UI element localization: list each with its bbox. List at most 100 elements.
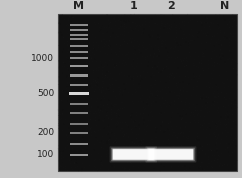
Point — [103, 45, 107, 48]
Point — [137, 62, 141, 64]
Point — [191, 42, 195, 45]
Point — [142, 138, 146, 141]
Point — [151, 33, 155, 36]
Point — [188, 51, 192, 53]
Point — [89, 128, 93, 131]
Point — [76, 67, 80, 70]
Point — [182, 169, 186, 172]
Point — [82, 43, 86, 46]
Point — [159, 154, 162, 157]
Point — [121, 163, 124, 166]
Point — [110, 48, 113, 51]
Point — [121, 121, 125, 124]
Point — [106, 106, 110, 109]
Point — [72, 29, 76, 32]
Point — [225, 37, 229, 40]
Point — [178, 158, 182, 161]
Point — [147, 165, 151, 168]
Point — [132, 13, 136, 16]
Point — [200, 161, 204, 164]
Point — [80, 48, 84, 51]
Point — [164, 126, 168, 129]
Point — [228, 112, 232, 115]
Point — [161, 42, 165, 45]
Point — [206, 152, 210, 155]
Point — [94, 116, 98, 119]
Point — [75, 132, 79, 135]
Point — [228, 97, 232, 100]
Point — [226, 104, 230, 107]
Point — [130, 36, 134, 39]
Point — [219, 32, 223, 35]
Point — [233, 167, 237, 170]
Point — [166, 122, 170, 125]
Point — [145, 149, 149, 151]
Point — [173, 100, 177, 102]
Point — [134, 53, 138, 56]
Point — [104, 155, 108, 158]
Point — [114, 163, 118, 166]
Point — [114, 122, 118, 125]
Point — [227, 116, 231, 119]
Point — [176, 112, 180, 115]
Point — [177, 125, 181, 128]
Point — [65, 141, 69, 144]
Point — [131, 28, 135, 31]
Point — [144, 125, 148, 128]
Point — [204, 61, 208, 63]
Point — [200, 109, 204, 112]
Point — [215, 125, 219, 128]
Point — [227, 165, 231, 168]
Point — [150, 38, 154, 41]
Point — [80, 134, 84, 137]
Point — [59, 164, 63, 167]
Point — [187, 101, 191, 104]
Point — [158, 157, 162, 160]
Point — [73, 43, 77, 46]
Point — [158, 165, 162, 168]
Point — [157, 44, 161, 47]
Point — [67, 84, 71, 87]
Point — [195, 112, 199, 114]
Point — [91, 117, 94, 120]
Point — [184, 126, 188, 129]
Point — [154, 136, 158, 138]
Point — [104, 61, 108, 64]
Point — [184, 45, 188, 48]
Point — [172, 142, 176, 145]
Point — [147, 61, 151, 64]
Point — [168, 58, 172, 61]
Point — [68, 123, 72, 125]
Point — [210, 21, 214, 24]
Point — [136, 133, 140, 135]
Point — [230, 25, 234, 28]
Point — [149, 54, 153, 57]
Point — [76, 143, 80, 146]
Point — [204, 95, 208, 98]
Point — [173, 100, 176, 103]
Point — [184, 151, 188, 154]
Point — [153, 79, 157, 82]
Point — [181, 45, 185, 48]
Point — [129, 41, 133, 44]
Point — [209, 38, 213, 40]
Point — [191, 73, 195, 76]
Point — [91, 111, 94, 114]
Point — [216, 127, 220, 130]
Point — [114, 64, 118, 67]
Point — [61, 91, 65, 94]
Point — [93, 132, 97, 135]
Point — [92, 35, 96, 38]
Point — [223, 32, 227, 35]
Point — [138, 122, 142, 124]
Point — [137, 148, 141, 151]
Point — [103, 85, 107, 88]
Point — [123, 40, 127, 43]
Point — [149, 155, 153, 158]
Point — [72, 48, 76, 51]
Point — [155, 74, 159, 77]
Point — [147, 127, 151, 130]
Point — [68, 151, 72, 154]
Point — [187, 16, 190, 19]
Point — [202, 93, 206, 96]
